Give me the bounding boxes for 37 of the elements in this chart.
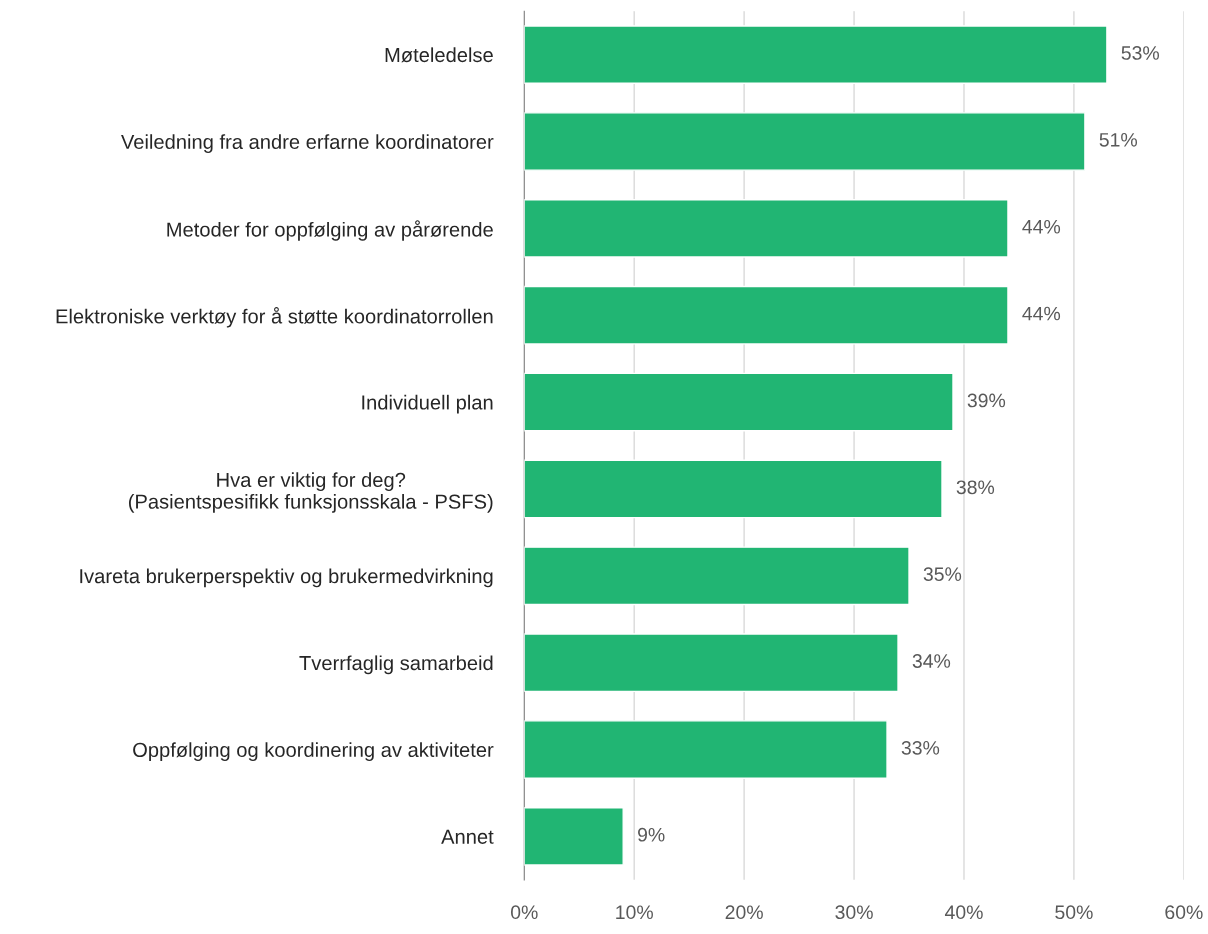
- bar: [524, 459, 943, 519]
- bar: [524, 112, 1086, 171]
- data-label: 33%: [901, 740, 940, 755]
- data-label: 34%: [912, 654, 951, 668]
- x-tick-label: 20%: [725, 905, 763, 920]
- x-tick-label: 30%: [835, 905, 873, 920]
- y-tick-label: Oppfølging og koordinering av aktiviteter: [133, 742, 494, 762]
- bar: [524, 25, 1108, 84]
- bar: [524, 199, 1009, 258]
- data-label: 39%: [967, 393, 1006, 408]
- data-label: 53%: [1121, 46, 1160, 60]
- data-label: 44%: [1022, 219, 1061, 234]
- y-tick-label: Individuell plan: [362, 394, 493, 414]
- bar: [524, 633, 899, 693]
- x-tick-label: 10%: [616, 905, 653, 920]
- y-tick-label: Veiledning fra andre erfarne koordinatorer: [121, 134, 494, 153]
- x-tick-label: 60%: [1165, 905, 1203, 920]
- x-tick-label: 40%: [944, 905, 983, 920]
- x-tick-label: 50%: [1055, 905, 1093, 920]
- y-tick-label: Annet: [441, 829, 494, 844]
- bar: [524, 285, 1009, 345]
- data-label: 38%: [956, 480, 995, 495]
- bar: [524, 372, 954, 432]
- y-tick-label: Ivareta brukerperspektiv og brukermedvirkning: [80, 568, 493, 588]
- data-label: 44%: [1022, 306, 1061, 321]
- y-tick-label: Elektroniske verktøy for å støtte koordinatorrollen: [56, 307, 493, 328]
- bar: [524, 720, 888, 779]
- y-tick-label: Hva er viktig for deg? (Pasientspesifikk funksjonsskala - PSFS): [128, 472, 493, 513]
- y-tick-label: Metoder for oppfølging av pårørende: [167, 220, 493, 241]
- y-tick-label: Møteledelse: [385, 47, 493, 63]
- bar: [524, 546, 910, 606]
- data-label: 35%: [923, 567, 962, 582]
- y-tick-label: Tverrfaglig samarbeid: [299, 655, 493, 675]
- x-tick-label: 0%: [510, 905, 538, 920]
- data-label: 9%: [638, 827, 665, 842]
- data-label: 51%: [1099, 133, 1138, 147]
- bar: [524, 807, 624, 866]
